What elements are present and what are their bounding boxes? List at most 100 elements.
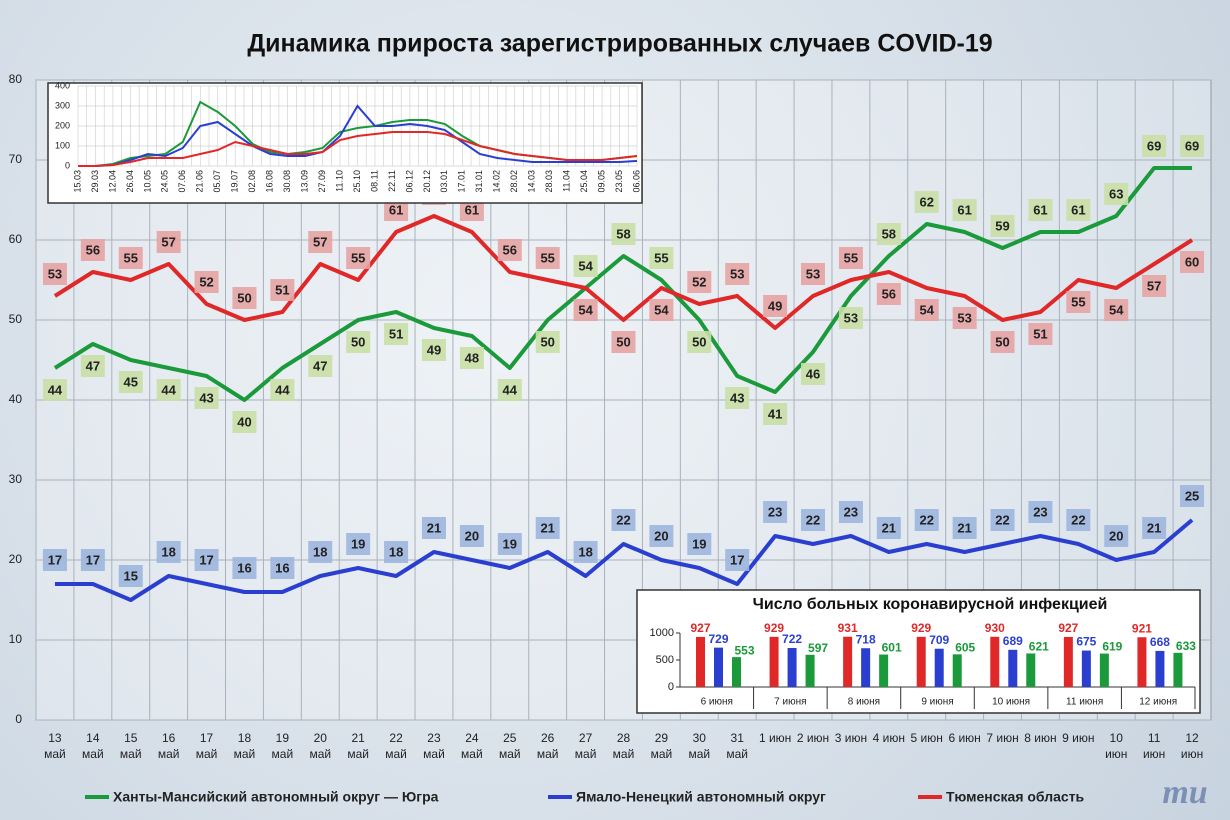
data-label: 929 <box>764 621 784 635</box>
x-tick-label: 3 июн <box>834 731 868 745</box>
data-label: 61 <box>957 202 971 217</box>
data-label: 18 <box>313 544 327 559</box>
y-tick-label: 70 <box>9 152 23 166</box>
data-label: 729 <box>708 632 728 646</box>
label-box <box>838 307 863 329</box>
x-tick-label: 06.12 <box>404 170 414 193</box>
y-tick-label: 40 <box>9 392 23 406</box>
label-box <box>611 223 636 245</box>
data-label: 54 <box>919 302 934 317</box>
x-tick-label: 7 июня <box>774 697 806 708</box>
x-tick-label: 11 июня <box>1066 697 1103 708</box>
label-box <box>156 541 181 563</box>
label-box <box>497 379 522 401</box>
data-label: 718 <box>856 632 876 646</box>
x-tick-label: 24 май <box>461 731 483 761</box>
data-label: 597 <box>808 641 828 655</box>
inset-title: Число больных коронавирусной инфекцией <box>753 596 1108 613</box>
data-label: 50 <box>351 334 365 349</box>
label-box <box>118 565 143 587</box>
data-label: 53 <box>730 266 744 281</box>
data-label: 53 <box>844 310 858 325</box>
x-tick-label: 21 май <box>347 731 369 761</box>
x-tick-label: 09.05 <box>596 170 606 193</box>
bar <box>1008 649 1018 687</box>
label-box <box>535 331 560 353</box>
data-label: 54 <box>654 302 669 317</box>
y-tick-label: 200 <box>55 120 70 130</box>
x-tick-label: 18 май <box>233 731 256 761</box>
data-label: 53 <box>48 266 62 281</box>
label-box <box>1104 183 1129 205</box>
data-label: 44 <box>503 382 518 397</box>
label-box <box>232 557 257 579</box>
legend-label: Ханты-Мансийский автономный округ — Югра <box>113 789 439 805</box>
data-label: 17 <box>730 552 744 567</box>
label-box <box>801 263 826 285</box>
label-box <box>1066 199 1091 221</box>
series-line <box>53 214 1194 330</box>
chart-title: Динамика прироста зарегистрированных слу… <box>247 30 992 58</box>
label-box <box>725 387 750 409</box>
data-label: 18 <box>161 544 175 559</box>
inset-frame <box>636 589 1201 714</box>
x-tick-label: 13 май <box>44 731 66 761</box>
data-label: 722 <box>782 632 802 646</box>
data-label: 45 <box>124 374 138 389</box>
data-label: 56 <box>882 286 896 301</box>
bar <box>787 648 797 687</box>
x-tick-label: 14.03 <box>527 170 537 193</box>
label-box <box>497 533 522 555</box>
label-box <box>1104 525 1129 547</box>
bar <box>843 636 853 687</box>
bar <box>990 636 1000 687</box>
label-box <box>914 191 939 213</box>
x-tick-label: 23.05 <box>614 170 624 193</box>
x-tick-label: 9 июн <box>1062 731 1095 745</box>
y-tick-label: 10 <box>9 632 23 646</box>
x-tick-label: 20 май <box>309 731 332 761</box>
data-label: 51 <box>275 282 289 297</box>
data-label: 20 <box>1109 528 1123 543</box>
label-box <box>194 387 219 409</box>
data-label: 22 <box>1071 512 1085 527</box>
x-tick-label: 03.01 <box>439 170 449 193</box>
bar <box>1099 653 1109 687</box>
x-tick-label: 31.01 <box>474 170 484 193</box>
label-box <box>876 517 901 539</box>
x-tick-label: 02.08 <box>247 170 257 193</box>
data-label: 927 <box>690 621 710 635</box>
y-tick-label: 400 <box>55 80 70 90</box>
data-label: 20 <box>465 528 479 543</box>
x-tick-label: 2 июн <box>796 731 830 745</box>
x-tick-label: 11.04 <box>562 170 572 192</box>
bar <box>732 657 741 687</box>
x-tick-label: 25.10 <box>352 170 362 193</box>
bar <box>916 636 926 687</box>
data-label: 52 <box>199 274 213 289</box>
data-label: 50 <box>692 334 706 349</box>
x-tick-label: 29.03 <box>90 170 100 193</box>
data-label: 19 <box>351 536 365 551</box>
bar <box>714 647 723 687</box>
data-label: 61 <box>389 202 403 217</box>
label-box <box>573 541 598 563</box>
x-tick-label: 10 июн <box>1105 731 1128 761</box>
bar <box>1063 636 1073 687</box>
y-tick-label: 300 <box>55 100 70 110</box>
x-tick-label: 17.01 <box>457 170 467 193</box>
label-box <box>876 283 901 305</box>
data-label: 53 <box>806 266 820 281</box>
label-box <box>573 299 598 321</box>
label-box <box>384 199 409 221</box>
x-tick-label: 22 май <box>385 731 407 761</box>
label-box <box>687 533 712 555</box>
x-tick-label: 28 май <box>612 731 635 761</box>
label-box <box>649 525 674 547</box>
data-label: 55 <box>124 250 138 265</box>
label-box <box>990 331 1015 353</box>
x-tick-label: 17 май <box>195 731 218 761</box>
data-label: 20 <box>654 528 668 543</box>
label-box <box>459 199 484 221</box>
data-label: 21 <box>540 520 554 535</box>
